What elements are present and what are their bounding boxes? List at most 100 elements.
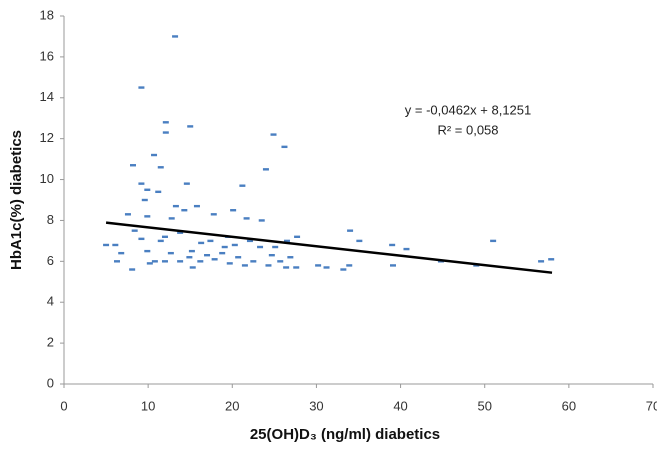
point [103, 243, 110, 247]
point [177, 231, 184, 234]
point [243, 217, 250, 220]
y-tick-label: 12 [40, 130, 54, 145]
point [161, 260, 168, 263]
point [162, 121, 169, 124]
point [281, 145, 288, 149]
point [144, 215, 151, 218]
point [144, 188, 151, 191]
point [146, 262, 153, 265]
point [177, 260, 184, 263]
point [155, 190, 162, 194]
point [323, 266, 330, 269]
point [204, 254, 211, 257]
point [315, 264, 322, 267]
point [221, 245, 228, 249]
point [268, 254, 275, 257]
point [262, 168, 269, 171]
point [207, 239, 214, 243]
point [112, 243, 119, 247]
point [548, 258, 555, 261]
point [157, 166, 164, 169]
point [265, 264, 272, 267]
point [181, 209, 188, 212]
x-tick-label: 60 [562, 398, 576, 413]
point [231, 243, 238, 247]
point [124, 213, 131, 216]
y-tick-label: 0 [47, 375, 54, 390]
point [272, 245, 279, 249]
y-tick-label: 6 [47, 253, 54, 268]
point [270, 133, 277, 136]
point [188, 249, 195, 253]
point [197, 260, 204, 263]
y-tick-label: 18 [40, 7, 54, 22]
point [235, 256, 242, 259]
y-tick-label: 14 [40, 89, 54, 104]
point [211, 258, 218, 261]
point [346, 264, 353, 267]
point [340, 268, 347, 271]
point [347, 229, 354, 232]
point [138, 237, 145, 241]
point [144, 249, 151, 253]
point [183, 182, 190, 185]
point [129, 268, 136, 271]
x-axis-title: 25(OH)D₃ (ng/ml) diabetics [250, 426, 440, 443]
point [356, 239, 363, 243]
point [538, 260, 545, 263]
point [277, 260, 284, 263]
point [258, 219, 265, 222]
x-tick-label: 20 [225, 398, 239, 413]
point [246, 239, 253, 243]
x-tick-label: 40 [393, 398, 407, 413]
point [389, 243, 396, 247]
point [167, 251, 174, 255]
point [189, 266, 196, 269]
y-tick-label: 10 [40, 171, 54, 186]
point [162, 131, 169, 134]
point [250, 260, 257, 263]
point [172, 204, 179, 208]
point [403, 247, 410, 251]
point [226, 262, 233, 265]
point [241, 264, 248, 267]
point [131, 229, 138, 232]
r-squared: R² = 0,058 [437, 122, 498, 137]
point [168, 217, 175, 220]
x-tick-label: 30 [309, 398, 323, 413]
point [239, 184, 246, 187]
x-tick-label: 50 [477, 398, 491, 413]
point [151, 260, 158, 263]
point [257, 245, 264, 249]
x-tick-label: 10 [141, 398, 155, 413]
point [141, 198, 148, 202]
point [138, 86, 145, 89]
point [193, 204, 200, 208]
point [138, 182, 145, 185]
y-tick-label: 2 [47, 335, 54, 350]
point [187, 125, 194, 128]
point [186, 256, 193, 259]
y-tick-label: 16 [40, 48, 54, 63]
point [161, 235, 168, 238]
point [151, 153, 158, 157]
point [283, 239, 290, 243]
point [114, 260, 121, 263]
point [294, 235, 301, 238]
point [293, 266, 300, 269]
point [210, 213, 217, 216]
point [219, 251, 226, 255]
point [287, 256, 294, 259]
equation: y = -0,0462x + 8,1251 [405, 102, 531, 117]
point [230, 209, 237, 212]
point [283, 266, 290, 269]
point [490, 239, 497, 243]
point [157, 239, 164, 243]
point [118, 251, 125, 255]
point [129, 164, 136, 167]
point [389, 264, 396, 267]
x-tick-label: 0 [60, 398, 67, 413]
x-tick-label: 70 [646, 398, 657, 413]
trend-line [105, 221, 553, 274]
